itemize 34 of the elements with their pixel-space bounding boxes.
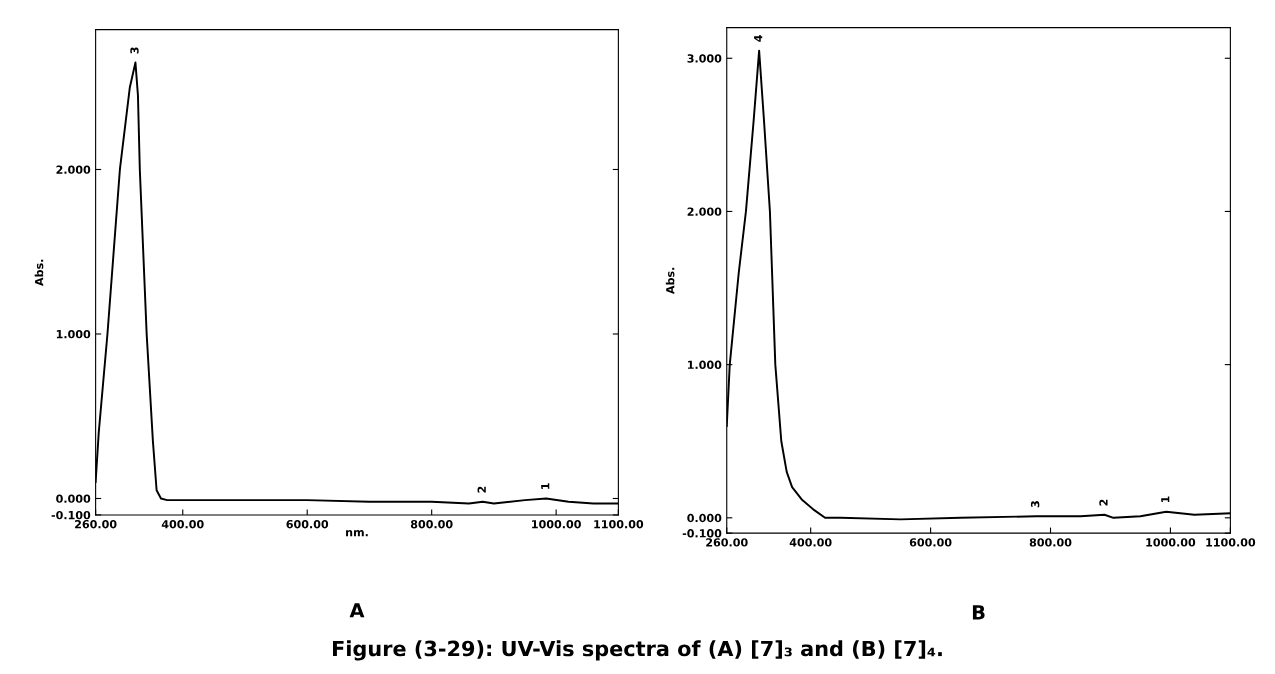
y-tick-label: 2.000 [687,207,722,216]
y-tick-label: 0.000 [56,494,91,503]
y-tick-label: 1.000 [56,329,91,339]
text: Figure (3-29): UV-Vis spectra of (A) [7]₃ and (B) [7]₄. [332,640,942,661]
x-tick-label: 1100.00 [594,519,644,529]
x-tick-label: 1000.00 [1146,538,1196,547]
y-axis-title: Abs. [34,259,44,286]
text: B [972,605,985,620]
x-tick-label: 600.00 [909,538,952,547]
y-tick-label: 0.000 [687,513,722,523]
annotation: 1 [1161,496,1170,503]
x-tick-label: 260.00 [706,538,748,547]
y-tick-label: -0.100 [682,529,722,538]
annotation: 3 [1030,501,1040,508]
annotation: 2 [1099,499,1108,506]
x-tick-label: 260.00 [75,519,117,529]
annotation: 3 [130,47,139,54]
y-tick-label: -0.100 [51,510,91,520]
x-tick-label: 1100.00 [1206,538,1256,547]
x-tick-label: 600.00 [286,519,329,529]
x-tick-label: 400.00 [789,538,832,547]
annotation: 4 [754,35,763,42]
y-tick-label: 2.000 [56,165,91,174]
x-axis-title: nm. [346,529,368,537]
text: A [349,603,365,618]
x-tick-label: 1000.00 [532,519,581,529]
y-axis-title: Abs. [665,267,675,295]
annotation: 1 [541,483,550,489]
x-tick-label: 800.00 [410,519,453,529]
x-tick-label: 800.00 [1029,538,1072,547]
y-tick-label: 3.000 [687,54,722,63]
annotation: 2 [477,486,486,493]
x-tick-label: 400.00 [161,519,204,529]
y-tick-label: 1.000 [688,360,722,370]
